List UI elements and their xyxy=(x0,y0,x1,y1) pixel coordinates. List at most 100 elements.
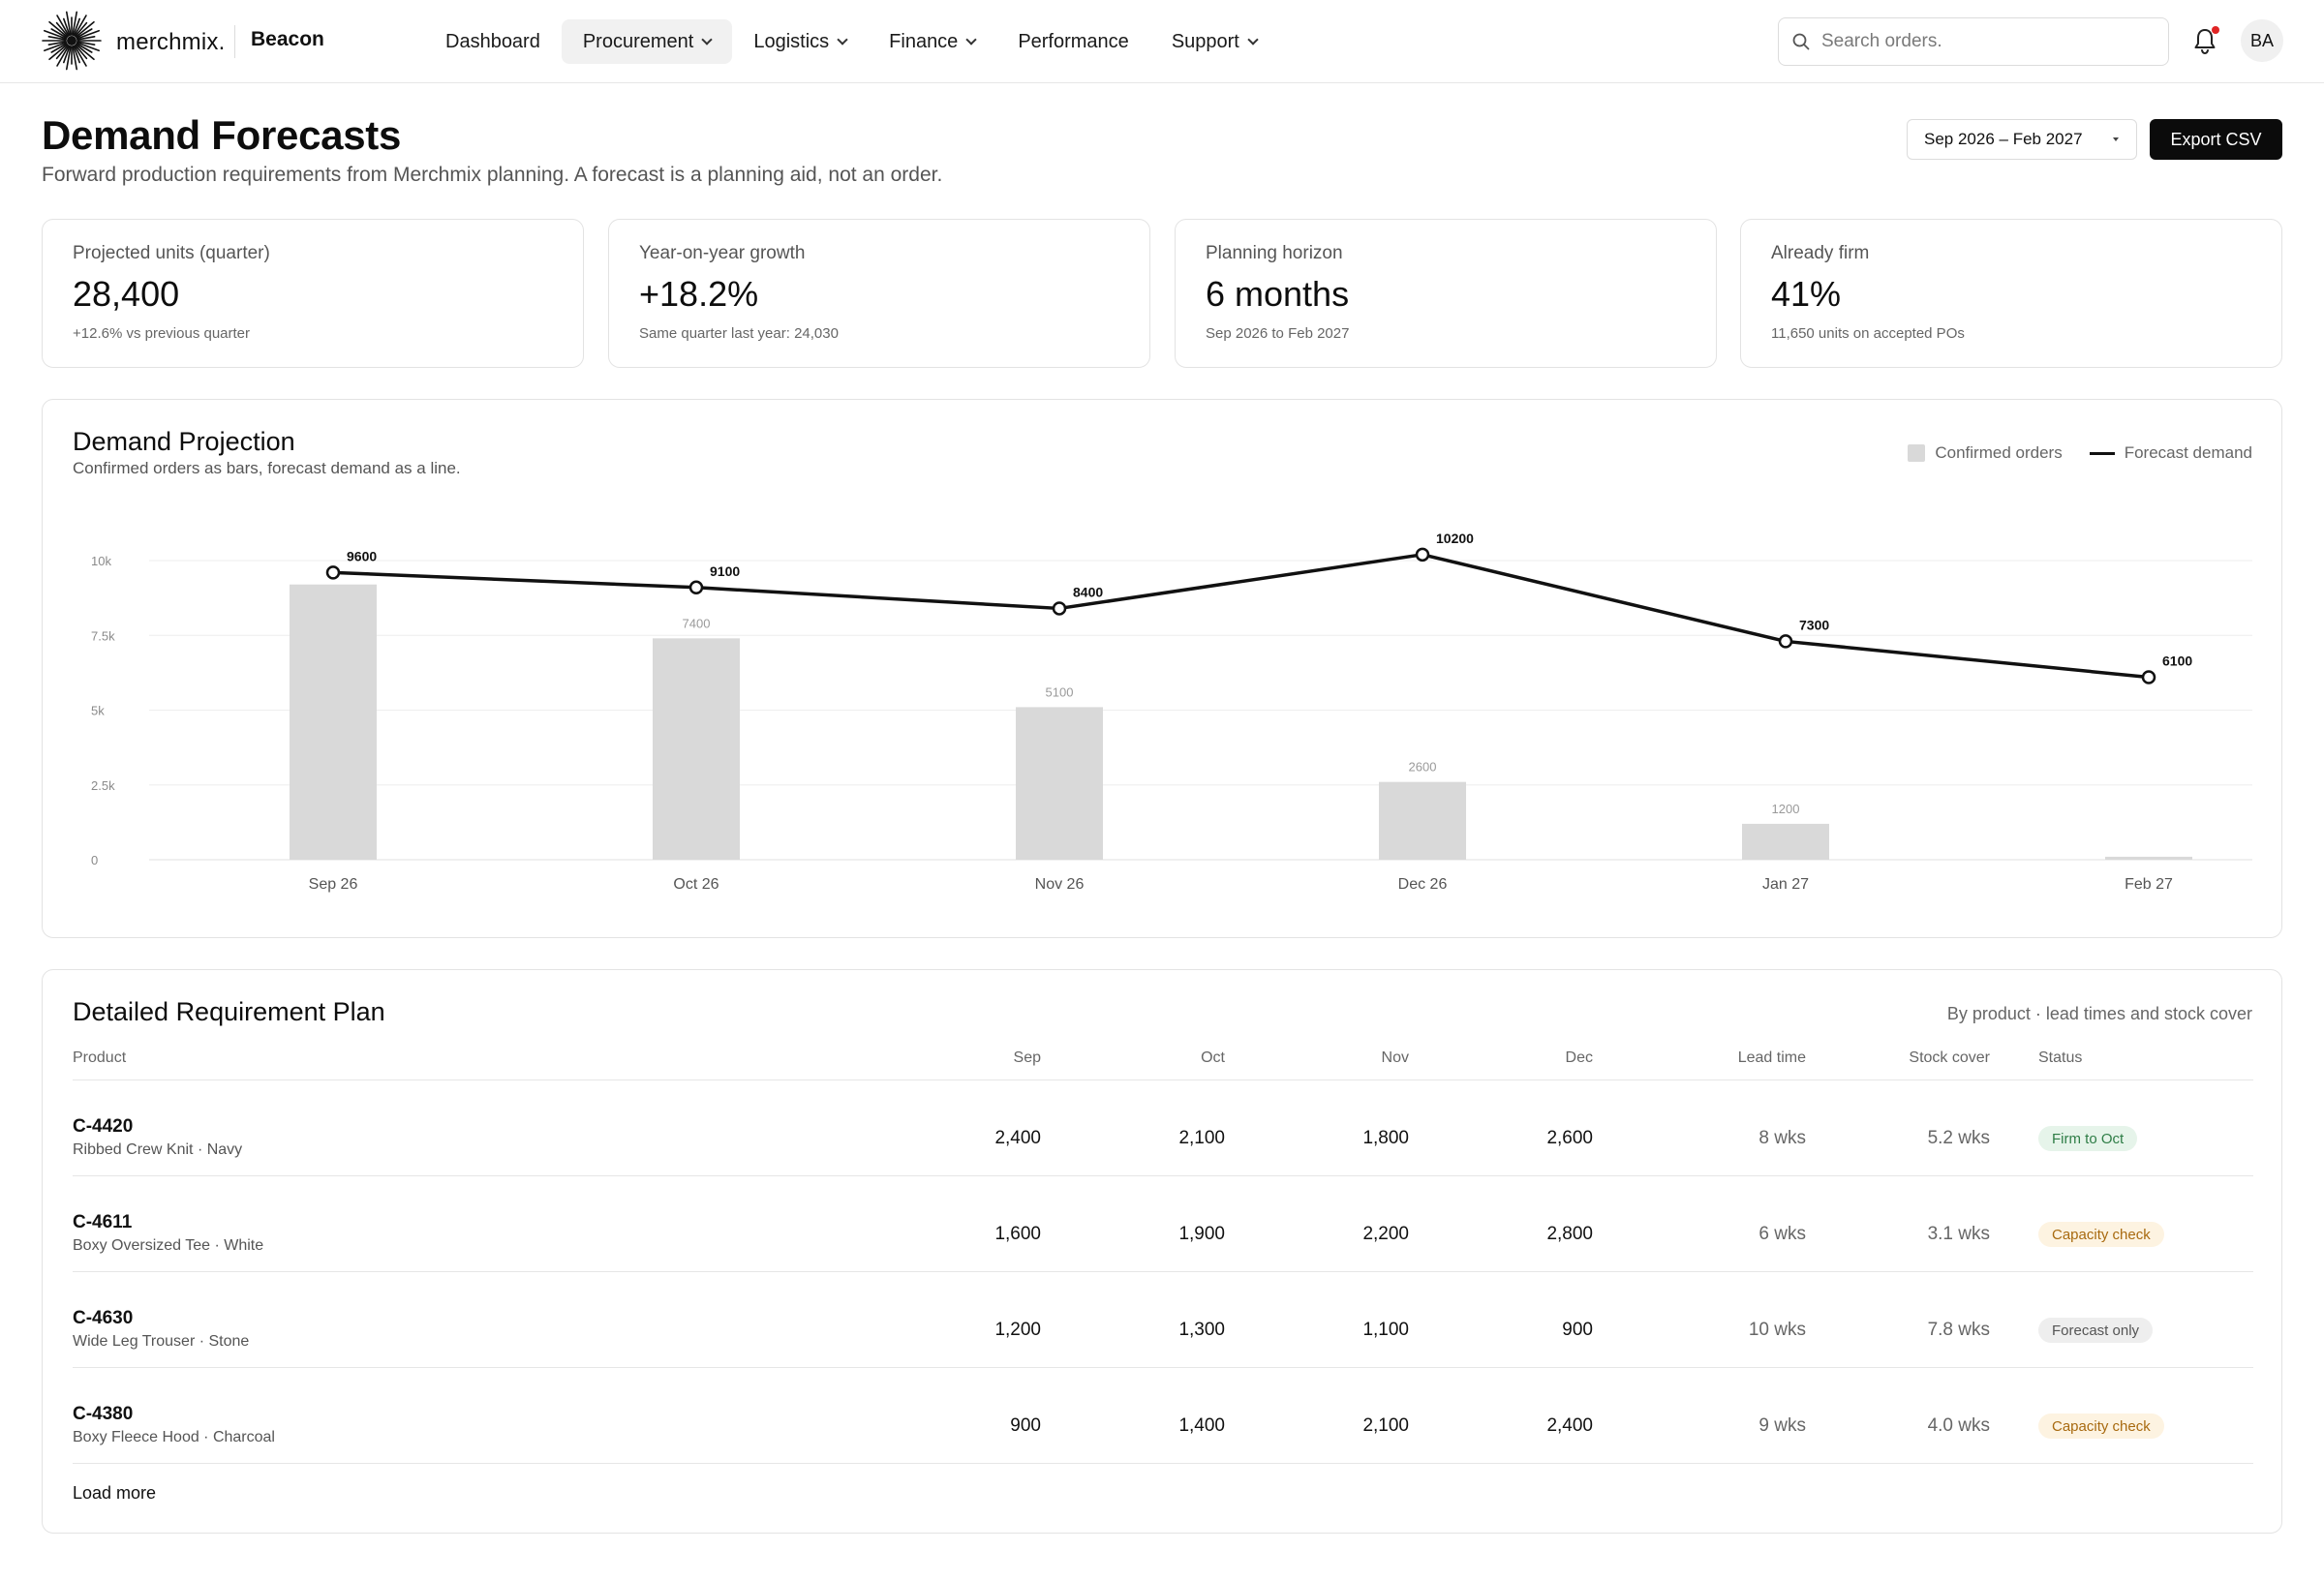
x-tick-label: Jan 27 xyxy=(1762,876,1809,893)
column-header-lead-time[interactable]: Lead time xyxy=(1737,1049,1806,1066)
column-header-stock-cover[interactable]: Stock cover xyxy=(1909,1049,1990,1066)
legend-label-bars: Confirmed orders xyxy=(1935,443,2063,462)
nav-item-label: Finance xyxy=(889,30,959,52)
kpi-label: Year-on-year growth xyxy=(639,243,806,263)
date-range-select[interactable]: Sep 2026 – Feb 2027 xyxy=(1907,119,2137,160)
confirmed-orders-bar xyxy=(1379,781,1466,860)
cell-dec: 2,800 xyxy=(1546,1224,1593,1244)
confirmed-orders-bar xyxy=(290,584,377,860)
legend-label-line: Forecast demand xyxy=(2124,443,2252,462)
nav-item-label: Dashboard xyxy=(445,30,540,52)
cell-lead-time: 8 wks xyxy=(1758,1128,1806,1148)
y-tick-label: 5k xyxy=(91,704,105,718)
forecast-value-label: 9100 xyxy=(710,563,740,579)
table-row[interactable]: C-4380 Boxy Fleece Hood · Charcoal 900 1,40… xyxy=(73,1368,2253,1464)
nav-item-label: Procurement xyxy=(582,30,694,52)
status-badge: Firm to Oct xyxy=(2038,1126,2138,1151)
status-badge: Capacity check xyxy=(2038,1414,2164,1439)
legend-swatch-bars xyxy=(1908,444,1926,462)
column-header-nov[interactable]: Nov xyxy=(1381,1049,1409,1066)
confirmed-orders-bar xyxy=(2105,856,2192,860)
cell-lead-time: 6 wks xyxy=(1758,1224,1806,1244)
cell-nov: 2,200 xyxy=(1362,1224,1409,1244)
cell-oct: 1,900 xyxy=(1178,1224,1225,1244)
kpi-label: Already firm xyxy=(1771,243,1870,263)
cell-sep: 2,400 xyxy=(994,1128,1041,1148)
kpi-label: Projected units (quarter) xyxy=(73,243,270,263)
column-header-oct[interactable]: Oct xyxy=(1201,1049,1225,1066)
y-tick-label: 2.5k xyxy=(91,778,115,793)
kpi-subtext: 11,650 units on accepted POs xyxy=(1771,325,1965,342)
confirmed-orders-bar xyxy=(1742,823,1829,860)
x-tick-label: Nov 26 xyxy=(1035,876,1085,893)
avatar[interactable]: BA xyxy=(2241,19,2283,62)
bar-value-label: 5100 xyxy=(1046,684,1074,699)
forecast-value-label: 8400 xyxy=(1073,584,1103,599)
chevron-down-icon xyxy=(1247,33,1259,46)
page-subtitle: Forward production requirements from Mer… xyxy=(42,164,943,186)
kpi-card-planning-horizon: Planning horizon 6 months Sep 2026 to Fe… xyxy=(1175,219,1717,368)
nav-item-logistics[interactable]: Logistics xyxy=(732,19,868,64)
cell-oct: 1,400 xyxy=(1178,1415,1225,1436)
table-note: By product · lead times and stock cover xyxy=(1946,1004,2252,1023)
product-name: Boxy Oversized Tee · White xyxy=(73,1237,264,1254)
bell-icon[interactable] xyxy=(2190,25,2219,56)
forecast-value-label: 10200 xyxy=(1436,531,1474,546)
forecast-point xyxy=(1778,634,1793,649)
y-tick-label: 0 xyxy=(91,853,98,867)
y-tick-label: 10k xyxy=(91,554,111,568)
column-header-sep[interactable]: Sep xyxy=(1013,1049,1041,1066)
table-row[interactable]: C-4630 Wide Leg Trouser · Stone 1,200 1,300… xyxy=(73,1272,2253,1368)
table-header-divider xyxy=(73,1079,2253,1080)
nav-item-dashboard[interactable]: Dashboard xyxy=(424,19,562,64)
cell-lead-time: 10 wks xyxy=(1748,1320,1806,1340)
load-more-button[interactable]: Load more xyxy=(73,1483,157,1503)
cell-stock-cover: 4.0 wks xyxy=(1927,1415,1990,1436)
export-csv-button[interactable]: Export CSV xyxy=(2150,119,2282,160)
search-input[interactable] xyxy=(1821,18,2160,65)
forecast-point xyxy=(2141,670,2156,684)
cell-oct: 1,300 xyxy=(1178,1320,1225,1340)
kpi-value: +18.2% xyxy=(639,274,759,314)
product-sku: C-4611 xyxy=(73,1212,133,1232)
legend-swatch-line xyxy=(2089,451,2115,455)
kpi-value: 6 months xyxy=(1206,274,1350,314)
status-badge: Capacity check xyxy=(2038,1222,2164,1247)
cell-sep: 1,200 xyxy=(994,1320,1041,1340)
table-row[interactable]: C-4420 Ribbed Crew Knit · Navy 2,400 2,100 1… xyxy=(73,1080,2253,1176)
column-header-status[interactable]: Status xyxy=(2038,1049,2083,1066)
page-title: Demand Forecasts xyxy=(42,112,402,158)
bar-value-label: 7400 xyxy=(683,616,711,630)
chart-legend: Confirmed orders Forecast demand xyxy=(1908,443,2252,463)
date-range-value: Sep 2026 – Feb 2027 xyxy=(1924,130,2083,148)
cell-stock-cover: 3.1 wks xyxy=(1927,1224,1990,1244)
cell-dec: 2,400 xyxy=(1546,1415,1593,1436)
top-navigation-bar: merchmix. Beacon Dashboard Procurement L… xyxy=(0,0,2324,83)
merchmix-logo-icon[interactable] xyxy=(41,10,103,72)
nav-item-procurement[interactable]: Procurement xyxy=(561,19,733,64)
cell-dec: 2,600 xyxy=(1546,1128,1593,1148)
kpi-label: Planning horizon xyxy=(1206,243,1343,263)
chevron-down-icon xyxy=(837,33,848,46)
x-tick-label: Feb 27 xyxy=(2125,876,2173,893)
forecast-value-label: 9600 xyxy=(347,548,377,563)
nav-item-finance[interactable]: Finance xyxy=(868,19,996,64)
table-row[interactable]: C-4611 Boxy Oversized Tee · White 1,600 1,9… xyxy=(73,1176,2253,1272)
kpi-subtext: +12.6% vs previous quarter xyxy=(73,325,251,342)
caret-down-icon xyxy=(2113,137,2119,141)
column-header-dec[interactable]: Dec xyxy=(1565,1049,1593,1066)
nav-item-performance[interactable]: Performance xyxy=(996,19,1150,64)
product-sku: C-4420 xyxy=(73,1116,134,1137)
nav-item-label: Support xyxy=(1171,30,1239,52)
cell-nov: 1,800 xyxy=(1362,1128,1409,1148)
x-tick-label: Oct 26 xyxy=(673,876,719,893)
cell-oct: 2,100 xyxy=(1178,1128,1225,1148)
confirmed-orders-bar xyxy=(1016,707,1103,860)
status-badge: Forecast only xyxy=(2038,1318,2154,1343)
table-title: Detailed Requirement Plan xyxy=(73,997,385,1026)
app-name: Beacon xyxy=(251,28,324,50)
column-header-product[interactable]: Product xyxy=(73,1049,127,1066)
brand-wordmark[interactable]: merchmix. xyxy=(116,29,226,55)
nav-item-support[interactable]: Support xyxy=(1150,19,1278,64)
cell-dec: 900 xyxy=(1562,1320,1593,1340)
